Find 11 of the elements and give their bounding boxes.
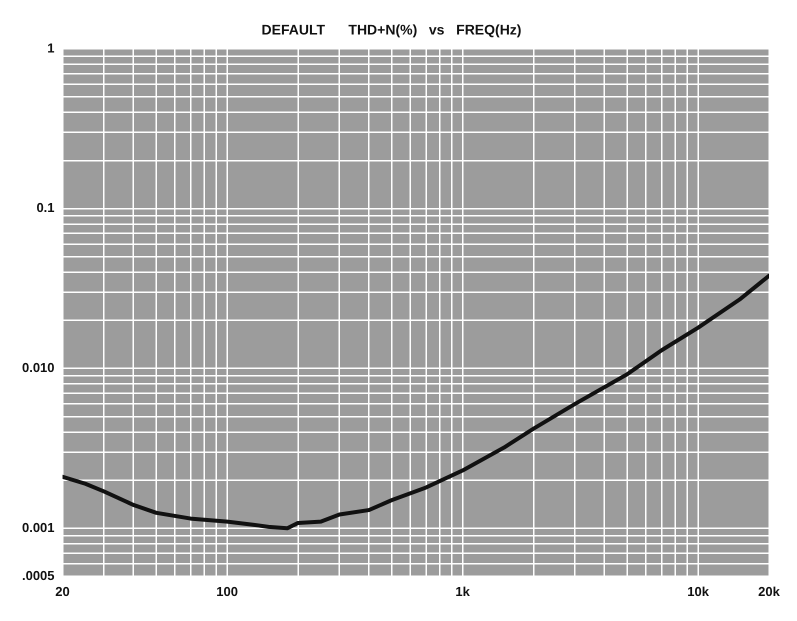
y-tick-label: 1 [47, 40, 55, 56]
chart-title: DEFAULT THD+N(%) vs FREQ(Hz) [262, 21, 522, 38]
y-tick-label: .0005 [22, 568, 55, 583]
x-tick-label: 20k [758, 584, 781, 599]
x-tick-label: 10k [687, 584, 710, 599]
y-tick-label: 0.001 [22, 520, 55, 535]
x-tick-label: 1k [455, 584, 471, 599]
y-tick-label: 0.010 [22, 360, 55, 376]
x-tick-label: 20 [55, 584, 70, 599]
y-tick-label: 0.1 [36, 200, 55, 216]
x-tick-label: 100 [216, 584, 238, 599]
